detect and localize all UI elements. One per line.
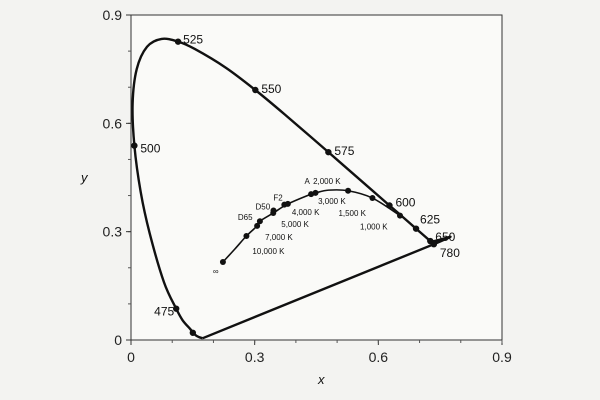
- planckian-marker-label: 2,000 K: [313, 177, 341, 186]
- planckian-marker: [312, 189, 319, 196]
- planckian-marker: [243, 233, 250, 239]
- x-axis-label: x: [317, 372, 325, 387]
- y-tick-label: 0.6: [103, 115, 123, 131]
- planckian-marker: [270, 207, 277, 214]
- planckian-marker: [284, 200, 291, 207]
- y-axis-label: y: [80, 170, 89, 185]
- planckian-marker-label: 1,000 K: [360, 223, 388, 232]
- planckian-marker-label: D65: [238, 213, 253, 222]
- y-tick-label: 0: [114, 332, 122, 348]
- planckian-marker-label: 7,000 K: [265, 233, 293, 242]
- spectral-marker: [386, 202, 393, 209]
- spectral-marker: [252, 86, 259, 94]
- planckian-marker: [256, 218, 263, 225]
- spectral-marker-label: 550: [261, 82, 281, 96]
- planckian-marker-label: D50: [256, 203, 271, 212]
- spectral-marker: [412, 225, 420, 232]
- spectral-marker: [131, 142, 138, 149]
- planckian-marker: [219, 259, 226, 265]
- planckian-marker: [254, 222, 261, 229]
- planckian-marker-label: 5,000 K: [281, 220, 309, 229]
- planckian-marker-label: 3,000 K: [318, 197, 346, 206]
- x-tick-label: 0.3: [245, 349, 265, 365]
- spectral-marker-label: 600: [395, 195, 415, 209]
- spectral-marker-label: 500: [140, 142, 160, 156]
- spectral-marker-label: 625: [420, 213, 440, 227]
- spectral-marker: [172, 305, 180, 312]
- spectral-marker-label: 475: [154, 305, 174, 319]
- spectral-marker-label: 780: [440, 246, 460, 260]
- spectral-marker: [189, 329, 197, 336]
- plot-frame: [130, 14, 503, 341]
- planckian-marker: [369, 195, 376, 202]
- planckian-marker-label: 10,000 K: [252, 247, 285, 256]
- y-tick-label: 0.3: [103, 224, 123, 240]
- planckian-marker: [397, 212, 404, 219]
- planckian-marker-label: 4,000 K: [292, 208, 320, 217]
- planckian-marker-label: F2: [273, 194, 283, 203]
- spectral-marker: [325, 148, 332, 156]
- spectral-marker-label: 575: [334, 144, 354, 158]
- planckian-marker: [345, 187, 352, 194]
- spectral-marker-label: 525: [183, 33, 203, 47]
- x-tick-label: 0: [127, 349, 135, 365]
- spectral-marker: [430, 240, 438, 248]
- planckian-marker-label: ∞: [213, 267, 219, 276]
- y-tick-label: 0.9: [103, 7, 123, 23]
- x-tick-label: 0.9: [492, 349, 512, 365]
- x-tick-label: 0.6: [369, 349, 389, 365]
- planckian-marker-label: 1,500 K: [338, 209, 366, 218]
- planckian-marker-label: A: [305, 177, 311, 186]
- spectral-marker: [174, 38, 182, 45]
- spectral-marker-label: 650: [435, 230, 455, 244]
